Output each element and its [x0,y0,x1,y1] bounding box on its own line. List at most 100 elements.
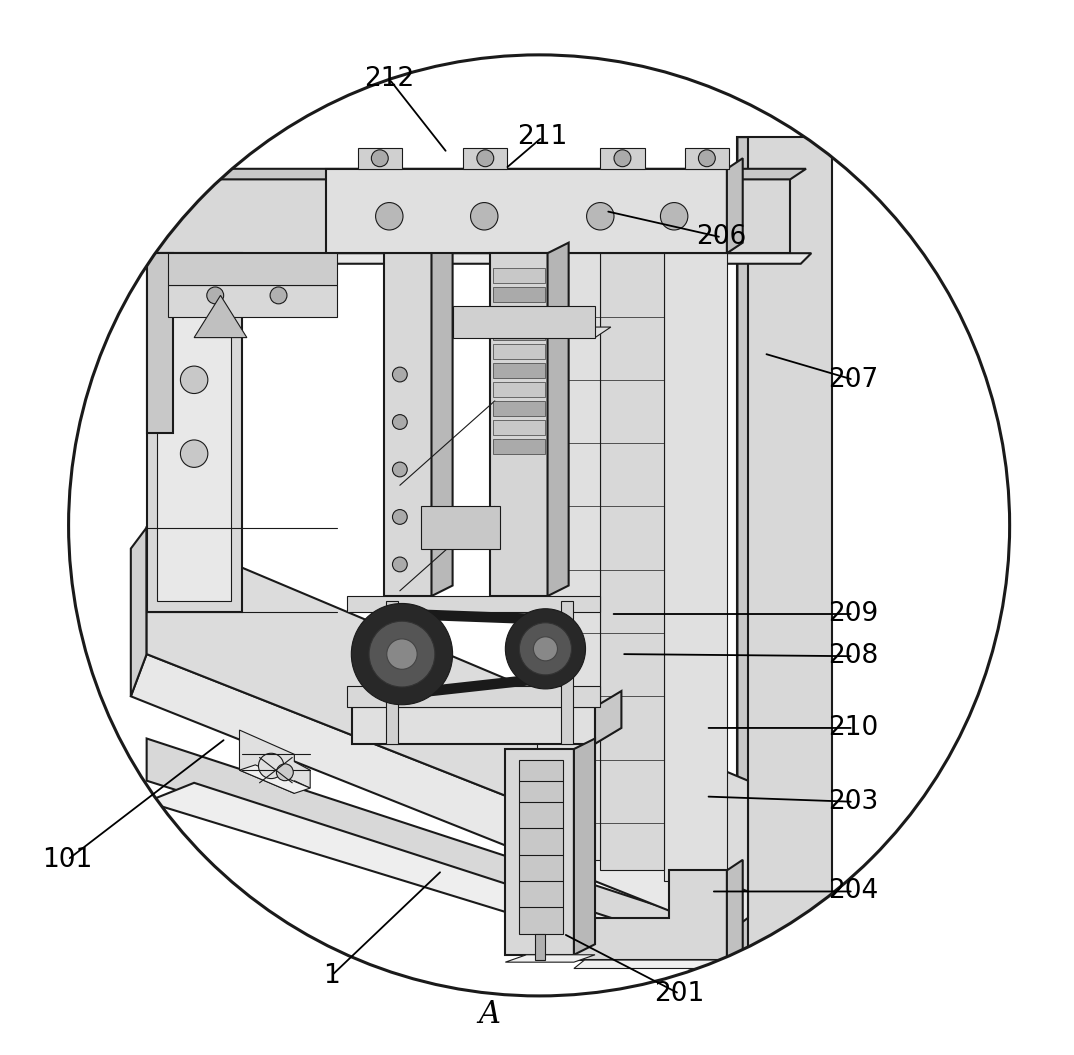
Polygon shape [493,382,546,397]
Text: 209: 209 [828,601,879,627]
Text: 206: 206 [697,225,746,250]
Polygon shape [574,738,595,955]
Polygon shape [535,934,546,960]
Circle shape [270,287,287,304]
Polygon shape [738,137,832,973]
Circle shape [351,603,452,705]
Text: 212: 212 [364,66,415,92]
Polygon shape [131,654,748,934]
Polygon shape [240,765,310,793]
Polygon shape [147,738,790,971]
Polygon shape [240,730,310,793]
Polygon shape [574,960,743,968]
Polygon shape [506,955,595,962]
Circle shape [392,367,407,382]
Text: 210: 210 [828,715,879,741]
Polygon shape [562,601,572,744]
Polygon shape [519,760,564,934]
Polygon shape [595,691,622,744]
Text: 204: 204 [828,879,879,904]
Circle shape [180,440,208,467]
Polygon shape [384,253,432,596]
Polygon shape [493,306,546,321]
Polygon shape [493,420,546,435]
Text: 203: 203 [828,789,879,814]
Text: 207: 207 [828,367,879,392]
Polygon shape [493,363,546,378]
Polygon shape [347,596,600,612]
Polygon shape [493,344,546,359]
Polygon shape [358,148,402,169]
Polygon shape [421,506,500,549]
Polygon shape [326,243,743,253]
Text: 211: 211 [518,124,567,150]
Circle shape [698,150,715,167]
Polygon shape [147,169,806,179]
Circle shape [369,621,435,687]
Polygon shape [387,601,397,744]
Circle shape [661,203,687,230]
Circle shape [207,287,223,304]
Circle shape [180,366,208,394]
Polygon shape [600,148,644,169]
Text: 101: 101 [42,847,92,872]
Polygon shape [147,253,811,264]
Polygon shape [402,673,546,699]
Polygon shape [727,860,743,968]
Text: A: A [479,999,500,1031]
Polygon shape [574,870,727,960]
Polygon shape [664,253,727,881]
Polygon shape [490,253,548,596]
Polygon shape [685,148,729,169]
Circle shape [276,764,293,781]
Polygon shape [727,158,743,253]
Circle shape [376,203,403,230]
Circle shape [392,510,407,524]
Polygon shape [347,686,600,707]
Polygon shape [147,253,242,612]
Circle shape [470,203,498,230]
Polygon shape [432,243,452,596]
Polygon shape [493,287,546,302]
Polygon shape [352,707,595,744]
Polygon shape [168,253,336,285]
Polygon shape [147,783,790,986]
Polygon shape [168,285,336,316]
Polygon shape [493,401,546,416]
Text: 208: 208 [828,644,879,669]
Polygon shape [147,253,173,433]
Polygon shape [352,728,622,744]
Polygon shape [600,253,664,870]
Polygon shape [463,148,507,169]
Circle shape [586,203,614,230]
Polygon shape [493,325,546,340]
Polygon shape [738,137,748,973]
Polygon shape [537,253,600,860]
Circle shape [392,557,407,572]
Polygon shape [493,439,546,454]
Polygon shape [157,264,231,601]
Circle shape [534,637,557,660]
Polygon shape [493,268,546,283]
Circle shape [614,150,630,167]
Circle shape [69,55,1010,996]
Circle shape [372,150,388,167]
Polygon shape [147,179,790,253]
Polygon shape [452,327,611,338]
Polygon shape [506,749,574,955]
Circle shape [506,609,585,689]
Polygon shape [147,528,748,891]
Polygon shape [548,243,568,596]
Polygon shape [402,609,546,625]
Polygon shape [452,306,595,338]
Polygon shape [194,295,247,338]
Circle shape [259,753,284,779]
Circle shape [520,622,571,675]
Circle shape [392,415,407,429]
Circle shape [387,639,417,669]
Polygon shape [131,528,147,696]
Text: 1: 1 [323,963,339,989]
Circle shape [392,462,407,477]
Circle shape [477,150,494,167]
Polygon shape [326,169,727,253]
